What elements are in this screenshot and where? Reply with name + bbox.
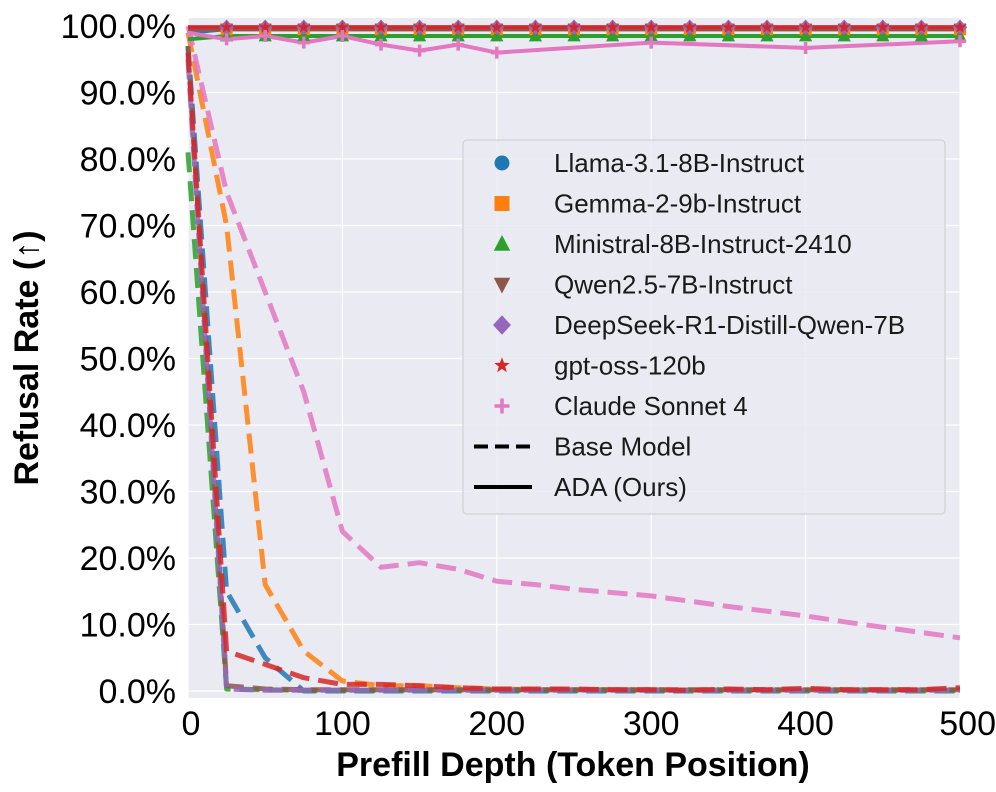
legend-marker <box>494 398 510 414</box>
ada-point-claude-sonnet-4 <box>490 46 503 59</box>
ada-point-claude-sonnet-4 <box>645 36 658 49</box>
y-tick-label: 90.0% <box>80 75 176 113</box>
legend-marker <box>494 357 510 373</box>
legend-marker <box>494 196 510 211</box>
x-tick-label: 0 <box>182 705 201 743</box>
base-line-qwen2-5-7b-instruct <box>185 45 960 693</box>
ada-point-gpt-oss-120b <box>644 20 658 33</box>
ada-point-gpt-oss-120b <box>374 20 388 33</box>
y-tick-label: 40.0% <box>80 407 176 445</box>
ada-point-gpt-oss-120b <box>451 20 465 33</box>
base-line-deepseek-r1-distill-qwen-7b <box>185 59 960 693</box>
ada-point-claude-sonnet-4 <box>799 41 812 54</box>
x-tick-label: 100 <box>314 705 371 743</box>
ada-point-claude-sonnet-4 <box>297 36 310 49</box>
ada-point-gpt-oss-120b <box>490 20 504 33</box>
ada-point-claude-sonnet-4 <box>375 38 387 51</box>
legend-box <box>462 139 946 515</box>
legend-marker <box>494 155 510 171</box>
ada-point-gpt-oss-120b <box>837 20 851 33</box>
ada-point-gpt-oss-120b <box>915 20 928 33</box>
y-tick-label: 10.0% <box>80 607 176 645</box>
x-tick-labels: 0 100 200 300 400 500 <box>182 705 996 743</box>
legend-label: Qwen2.5-7B-Instruct <box>554 270 793 300</box>
y-axis-title: Refusal Rate (↑) <box>8 230 46 485</box>
legend-label: Llama-3.1-8B-Instruct <box>554 148 805 178</box>
legend-label: Base Model <box>554 432 691 462</box>
legend-marker <box>493 315 511 335</box>
ada-point-gpt-oss-120b <box>413 20 426 33</box>
y-tick-label: 80.0% <box>80 141 176 179</box>
ada-point-gpt-oss-120b <box>297 20 311 33</box>
base-model-lines <box>185 25 961 694</box>
y-tick-label: 100.0% <box>61 8 176 46</box>
y-tick-label: 30.0% <box>80 474 176 512</box>
y-tick-label: 0.0% <box>99 673 177 711</box>
legend-label: Claude Sonnet 4 <box>554 391 748 421</box>
legend-marker <box>493 235 511 251</box>
ada-point-gpt-oss-120b <box>606 20 619 33</box>
ada-point-gpt-oss-120b <box>258 20 272 33</box>
ada-point-claude-sonnet-4 <box>220 33 233 46</box>
y-tick-label: 60.0% <box>80 274 176 312</box>
ada-point-gpt-oss-120b <box>336 20 349 33</box>
ada-markers <box>219 19 968 59</box>
x-axis-title: Prefill Depth (Token Position) <box>336 746 810 784</box>
legend-label: ADA (Ours) <box>554 472 687 502</box>
legend: Llama-3.1-8B-Instruct Gemma-2-9b-Instruct… <box>462 139 946 515</box>
legend-label: gpt-oss-120b <box>554 351 706 381</box>
ada-point-gpt-oss-120b <box>529 20 542 33</box>
y-tick-label: 20.0% <box>80 540 176 578</box>
y-tick-labels: 0.0% 10.0% 20.0% 30.0% 40.0% 50.0% 60.0% 70.0% 8… <box>61 8 176 711</box>
x-tick-label: 500 <box>939 705 996 743</box>
legend-label: DeepSeek-R1-Distill-Qwen-7B <box>554 310 905 340</box>
ada-point-gpt-oss-120b <box>799 20 812 33</box>
legend-label: Ministral-8B-Instruct-2410 <box>554 229 852 259</box>
ada-point-claude-sonnet-4 <box>452 38 465 51</box>
ada-point-gpt-oss-120b <box>760 20 774 33</box>
legend-marker <box>493 277 511 294</box>
ada-point-gpt-oss-120b <box>567 20 581 33</box>
x-tick-label: 200 <box>468 705 525 743</box>
ada-line-claude-sonnet-4 <box>187 30 961 55</box>
ada-point-claude-sonnet-4 <box>336 29 349 42</box>
ada-point-claude-sonnet-4 <box>259 29 272 42</box>
y-tick-label: 50.0% <box>80 341 176 379</box>
ada-point-claude-sonnet-4 <box>954 35 966 48</box>
ada-point-gpt-oss-120b <box>876 20 890 33</box>
ada-point-gpt-oss-120b <box>683 20 697 33</box>
x-tick-label: 300 <box>623 705 680 743</box>
ada-point-gpt-oss-120b <box>953 20 967 33</box>
ada-point-gpt-oss-120b <box>722 20 735 33</box>
y-tick-label: 70.0% <box>80 208 176 246</box>
x-tick-label: 400 <box>777 705 834 743</box>
ada-point-gpt-oss-120b <box>220 20 233 33</box>
legend-label: Gemma-2-9b-Instruct <box>554 189 802 219</box>
ada-point-claude-sonnet-4 <box>413 44 426 57</box>
